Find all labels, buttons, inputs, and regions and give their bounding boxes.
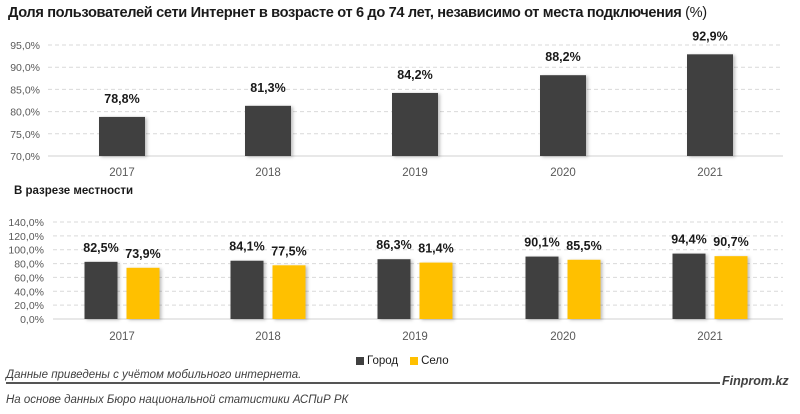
- x-tick-label: 2020: [550, 167, 576, 179]
- x-tick-label: 2021: [697, 331, 723, 343]
- y-tick-label: 90,0%: [10, 62, 40, 74]
- legend-item-gorod: Город: [356, 355, 398, 367]
- x-tick-label: 2021: [697, 167, 723, 179]
- bar-selo: [714, 256, 748, 319]
- y-tick-label: 85,0%: [10, 84, 40, 96]
- x-tick-label: 2020: [550, 331, 576, 343]
- divider: [6, 382, 720, 384]
- legend: Город Село: [356, 355, 457, 367]
- bar: [99, 116, 145, 156]
- bar-gorod: [672, 253, 706, 319]
- chart-title-text: Доля пользователей сети Интернет в возра…: [8, 5, 682, 21]
- data-label: 78,8%: [104, 92, 139, 106]
- y-tick-label: 140,0%: [8, 217, 44, 229]
- x-tick-label: 2019: [402, 331, 428, 343]
- bar: [245, 105, 291, 156]
- bar-gorod: [525, 256, 559, 319]
- top-chart: 70,0% 75,0% 80,0% 85,0% 90,0% 95,0% 78,8% 2017 8…: [10, 29, 783, 179]
- data-label: 84,2%: [397, 68, 432, 82]
- y-tick-label: 80,0%: [14, 259, 44, 271]
- bar-selo: [272, 265, 306, 319]
- bar-gorod: [230, 260, 264, 319]
- x-tick-label: 2018: [255, 167, 281, 179]
- legend-label-selo: Село: [421, 355, 449, 367]
- y-tick-label: 80,0%: [10, 107, 40, 119]
- chart-title: Доля пользователей сети Интернет в возра…: [8, 5, 707, 21]
- bar: [540, 75, 586, 156]
- y-tick-label: 75,0%: [10, 129, 40, 141]
- y-tick-label: 95,0%: [10, 40, 40, 52]
- data-label-selo: 81,4%: [418, 242, 453, 256]
- x-tick-label: 2017: [109, 331, 135, 343]
- y-tick-label: 40,0%: [14, 286, 44, 298]
- data-label-selo: 77,5%: [271, 244, 306, 258]
- bottom-chart: 0,0% 20,0% 40,0% 60,0%80,0% 100,0% 120,0% 140,…: [8, 217, 783, 343]
- y-tick-label: 100,0%: [8, 245, 44, 257]
- legend-item-selo: Село: [410, 355, 449, 367]
- x-tick-label: 2017: [109, 167, 135, 179]
- x-tick-label: 2018: [255, 331, 281, 343]
- data-label-gorod: 90,1%: [524, 236, 559, 250]
- brand-logo: Finprom.kz: [722, 374, 789, 388]
- subchart-title: В разрезе местности: [14, 185, 134, 197]
- bar-gorod: [84, 261, 118, 319]
- y-tick-label: 70,0%: [10, 151, 40, 163]
- data-label-selo: 85,5%: [566, 239, 601, 253]
- source-note: На основе данных Бюро национальной стати…: [6, 394, 349, 406]
- y-tick-label: 0,0%: [20, 314, 44, 326]
- data-label: 81,3%: [250, 81, 285, 95]
- chart-title-unit: (%): [685, 5, 707, 21]
- bar: [392, 92, 438, 156]
- data-label: 92,9%: [692, 29, 727, 43]
- legend-swatch-gorod: [356, 357, 364, 365]
- bar-gorod: [377, 259, 411, 319]
- legend-label-gorod: Город: [367, 355, 399, 367]
- data-label-gorod: 82,5%: [83, 241, 118, 255]
- data-label-selo: 90,7%: [713, 235, 748, 249]
- data-label-gorod: 94,4%: [671, 233, 706, 247]
- bar-selo: [567, 259, 601, 319]
- bar: [687, 54, 733, 156]
- data-label-gorod: 86,3%: [376, 238, 411, 252]
- bar-selo: [419, 262, 453, 319]
- footnote: Данные приведены с учётом мобильного инт…: [6, 369, 302, 381]
- y-tick-label: 20,0%: [14, 300, 44, 312]
- bar-selo: [126, 267, 160, 319]
- data-label-selo: 73,9%: [125, 247, 160, 261]
- legend-swatch-selo: [410, 357, 419, 365]
- y-tick-label: 120,0%: [8, 231, 44, 243]
- x-tick-label: 2019: [402, 167, 428, 179]
- y-tick-label: 60,0%: [14, 272, 44, 284]
- data-label-gorod: 84,1%: [229, 240, 264, 254]
- data-label: 88,2%: [545, 50, 580, 64]
